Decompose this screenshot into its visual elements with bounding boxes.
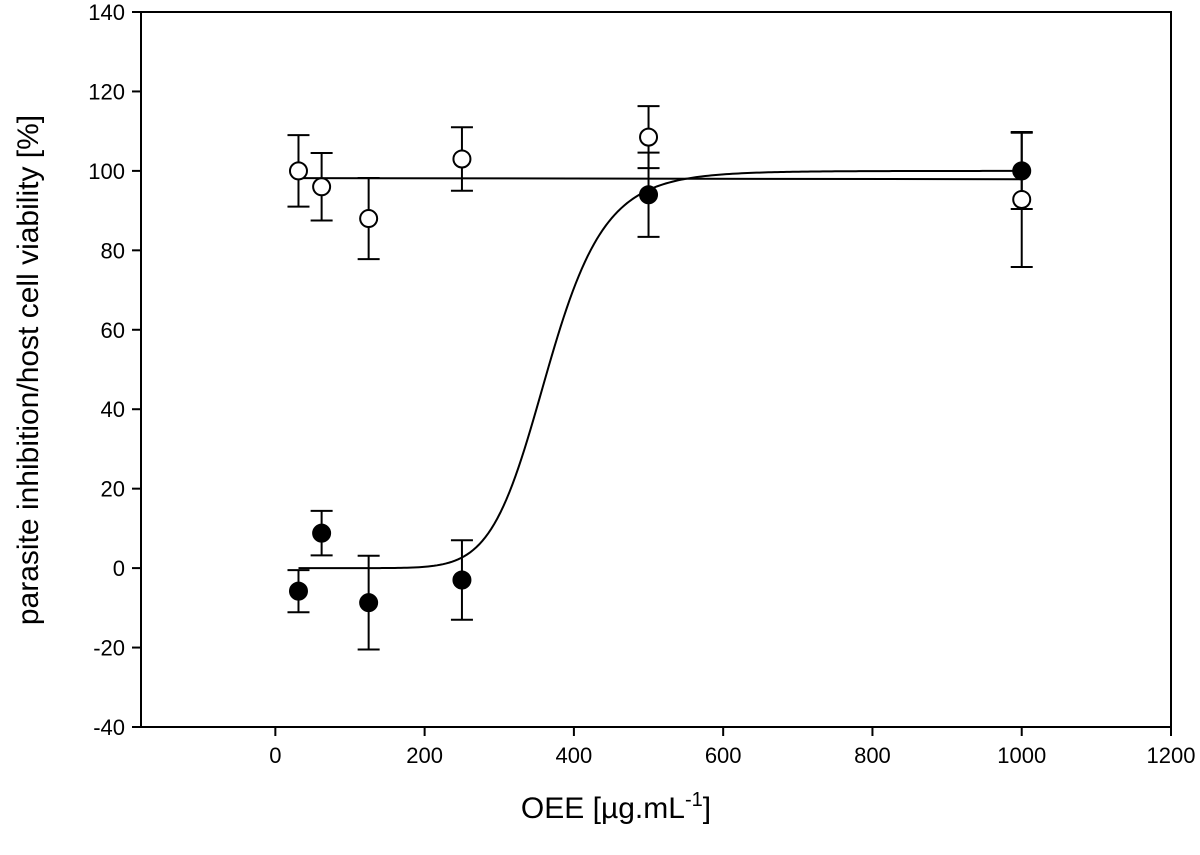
- y-tick-label: 120: [88, 79, 125, 104]
- fit-line: [298, 169, 1022, 570]
- y-tick-label: -20: [93, 636, 125, 661]
- x-axis-label: OEE [µg.mL-1]: [521, 789, 711, 825]
- x-tick-label: 200: [406, 743, 443, 768]
- y-axis-ticks: -40 -20 0 20 40 60 80 100 120 140: [88, 0, 141, 740]
- data-point: [639, 185, 659, 205]
- data-point: [312, 177, 332, 197]
- y-tick-label: 100: [88, 159, 125, 184]
- data-point: [359, 209, 379, 229]
- data-point: [288, 161, 308, 181]
- x-tick-label: 600: [705, 743, 742, 768]
- fit-lines: [298, 169, 1022, 570]
- data-point: [639, 127, 659, 147]
- x-tick-label: 800: [854, 743, 891, 768]
- x-tick-label: 0: [269, 743, 281, 768]
- x-tick-label: 1000: [997, 743, 1046, 768]
- data-point: [312, 523, 332, 543]
- y-tick-label: 0: [113, 556, 125, 581]
- data-point: [1012, 189, 1032, 209]
- y-tick-label: 140: [88, 0, 125, 25]
- x-tick-label: 400: [556, 743, 593, 768]
- x-axis-ticks: 0 200 400 600 800 1000 1200: [269, 727, 1195, 768]
- data-point: [1012, 161, 1032, 181]
- y-axis-label: parasite inhibition/host cell viability …: [12, 115, 45, 625]
- y-tick-label: 20: [101, 477, 125, 502]
- data-point: [452, 149, 472, 169]
- data-point: [288, 581, 308, 601]
- data-point: [452, 570, 472, 590]
- x-tick-label: 1200: [1147, 743, 1196, 768]
- y-tick-label: 80: [101, 238, 125, 263]
- data-point: [359, 593, 379, 613]
- y-tick-label: -40: [93, 715, 125, 740]
- y-tick-label: 60: [101, 318, 125, 343]
- y-tick-label: 40: [101, 397, 125, 422]
- fit-line: [298, 177, 1022, 181]
- plot-frame: [140, 11, 1172, 728]
- data-points: [288, 127, 1032, 613]
